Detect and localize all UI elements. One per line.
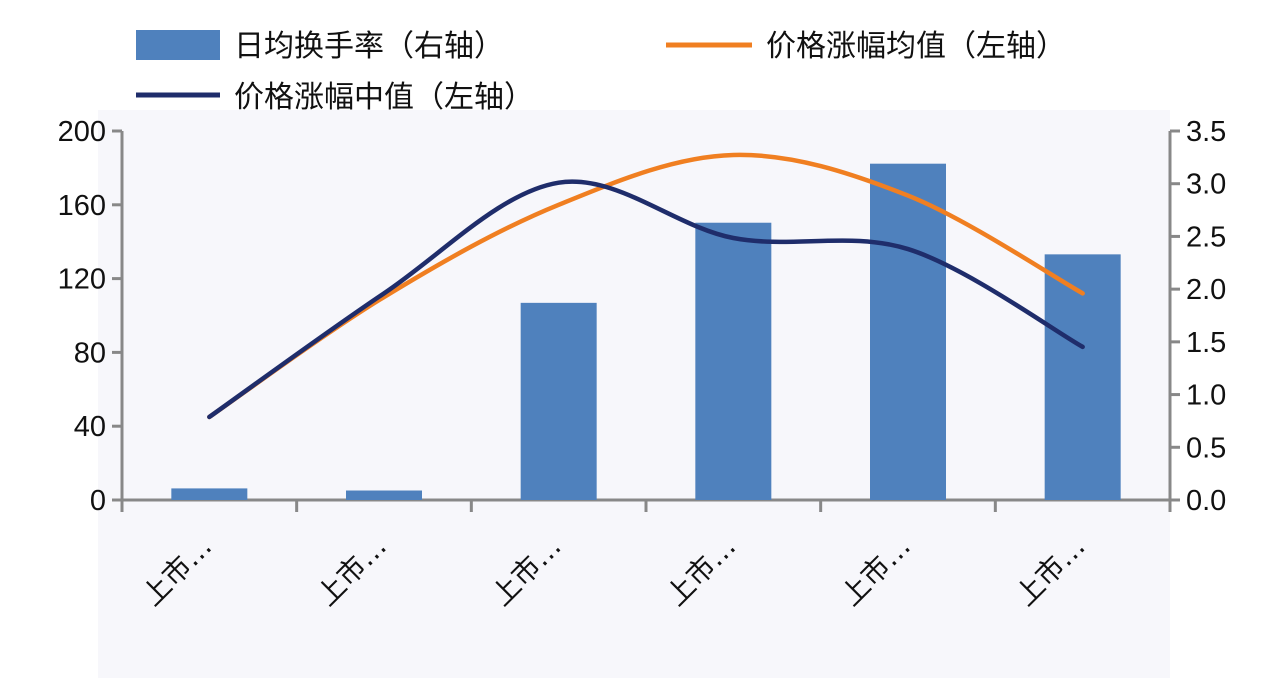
right-tick-label: 3.5 [1186,116,1226,148]
turnover-bar [171,488,248,500]
left-axis-ticks: 0 40 80 120 160 200 [58,116,122,517]
right-tick-label: 3.0 [1186,169,1226,201]
left-tick-label: 120 [58,264,106,296]
turnover-bar [870,163,946,500]
x-axis-ticks [120,500,1172,512]
right-tick-label: 2.0 [1186,274,1226,306]
legend-label-median: 价格涨幅中值（左轴） [234,80,534,115]
right-tick-label: 1.0 [1186,380,1226,412]
turnover-bar [346,490,422,500]
turnover-bar [695,222,772,501]
turnover-bars [171,163,1121,501]
right-tick-label: 2.5 [1186,221,1226,253]
right-tick-label: 1.5 [1186,327,1226,359]
left-tick-label: 200 [58,116,106,148]
legend-swatch-bar [136,30,220,60]
right-tick-label: 0.5 [1186,432,1226,464]
plot-background [98,110,1170,678]
price-median-line [207,179,1085,420]
legend: 日均换手率（右轴） 价格涨幅均值（左轴） 价格涨幅中值（左轴） [136,29,1066,115]
legend-label-turnover: 日均换手率（右轴） [234,29,504,64]
right-tick-label: 0.0 [1186,485,1226,517]
left-tick-label: 0 [90,485,106,517]
turnover-bar [520,302,597,500]
left-tick-label: 40 [74,411,106,443]
left-tick-label: 80 [74,337,106,369]
left-tick-label: 160 [58,190,106,222]
price-lines [207,152,1085,420]
right-axis-ticks: 0.0 0.5 1.0 1.5 2.0 2.5 3.0 3.5 [1170,116,1226,517]
legend-label-mean: 价格涨幅均值（左轴） [766,29,1066,64]
